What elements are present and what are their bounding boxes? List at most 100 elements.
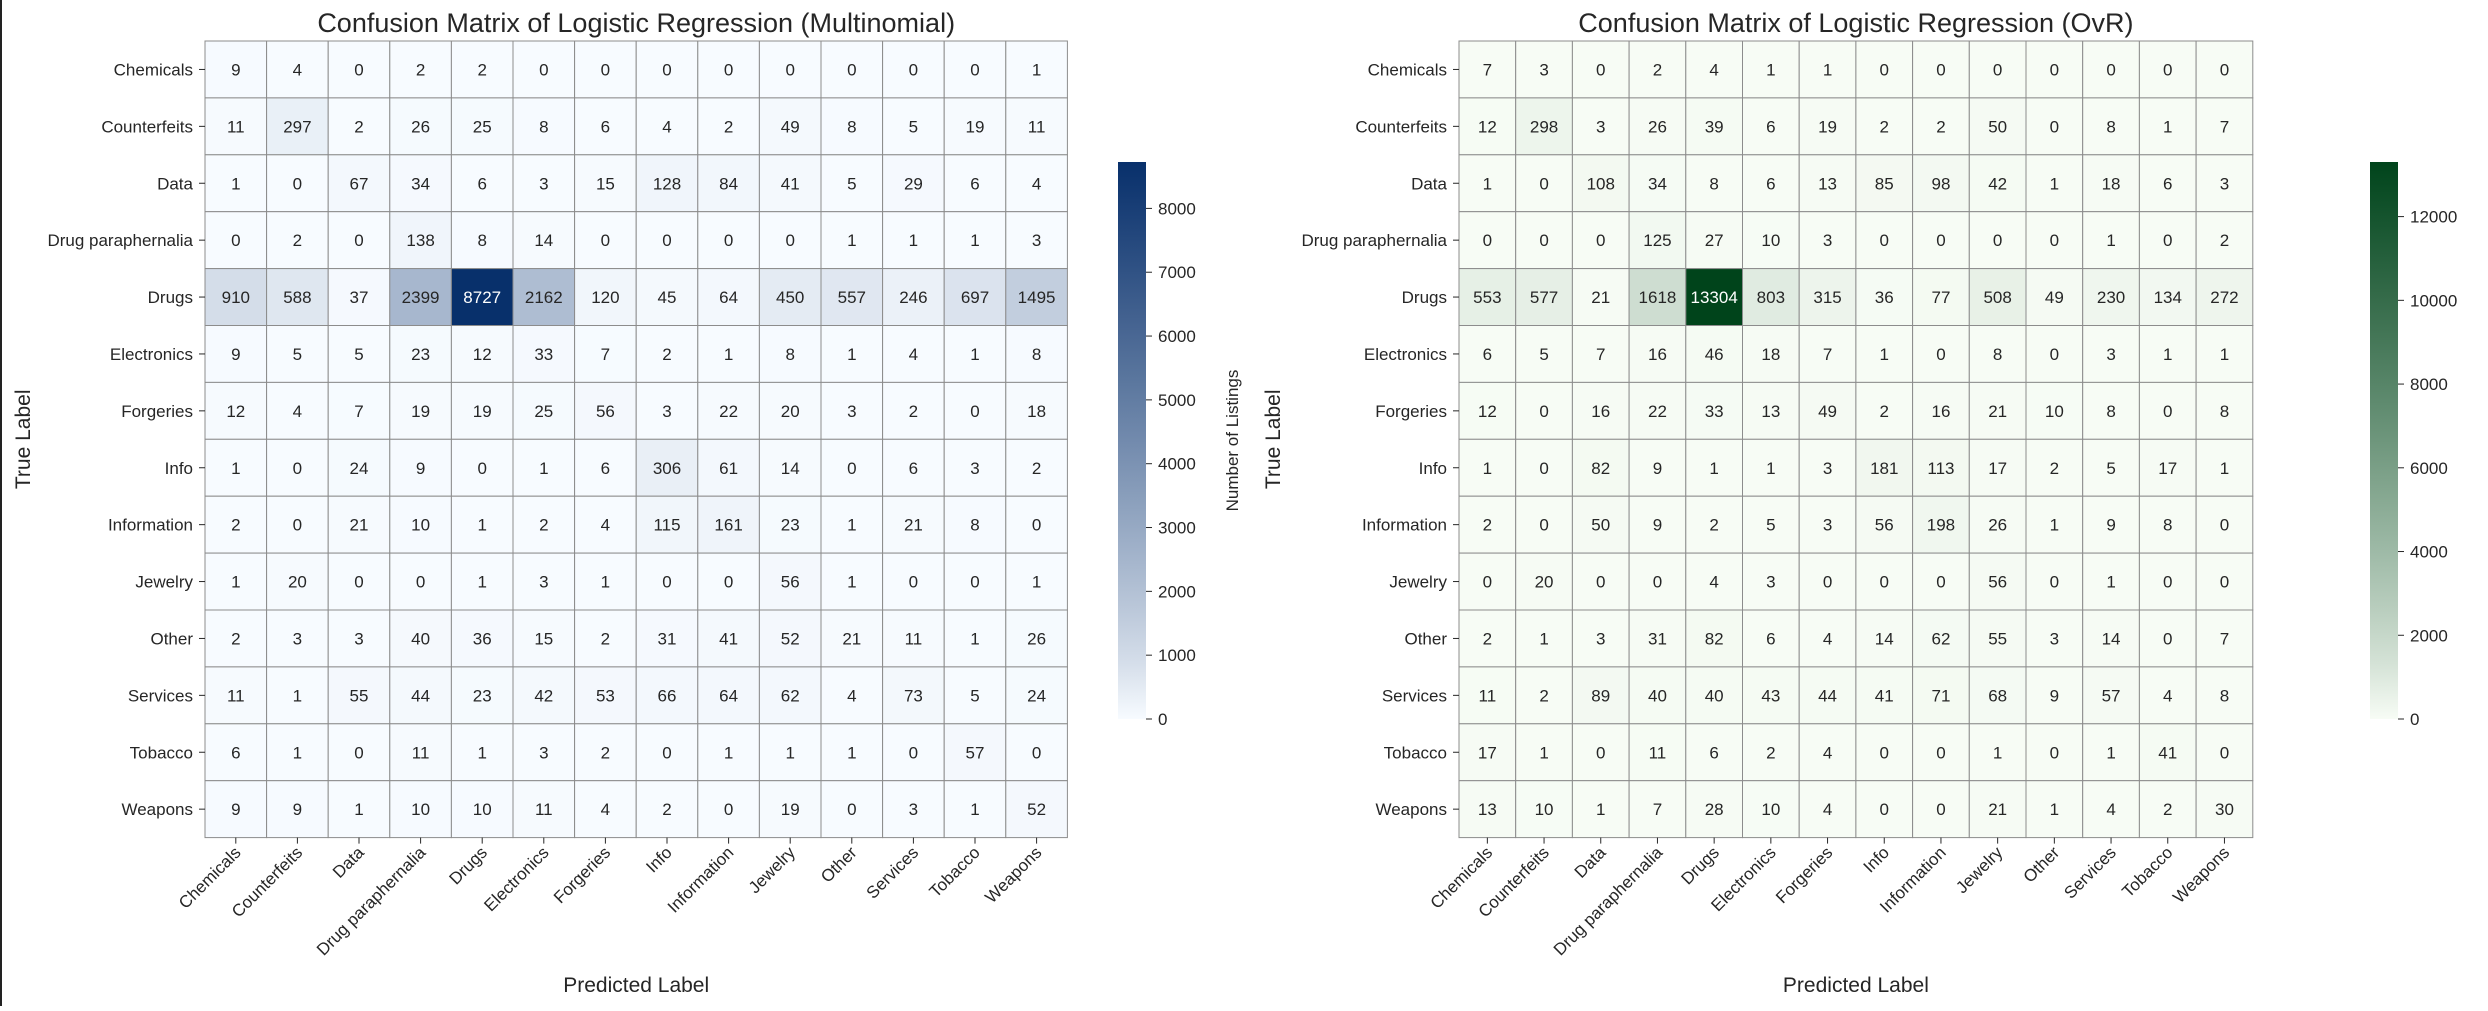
heatmap-cell <box>1742 268 1800 327</box>
y-tick-label: Drugs <box>1402 288 1447 307</box>
cell-value-label: 306 <box>653 459 681 478</box>
heatmap-cell <box>1005 381 1068 440</box>
cell-value-label: 2399 <box>402 288 440 307</box>
heatmap-cell <box>1912 381 1970 440</box>
cell-value-label: 56 <box>1988 573 2007 592</box>
heatmap-cell <box>943 780 1007 839</box>
figure-border <box>0 0 2 1006</box>
heatmap-cell <box>1515 268 1573 327</box>
cell-value-label: 7 <box>1823 345 1832 364</box>
heatmap-cell <box>635 723 699 782</box>
cell-value-label: 4 <box>2163 686 2172 705</box>
x-tick-label: Other <box>2020 843 2064 887</box>
heatmap-cell <box>512 495 576 554</box>
cell-value-label: 3 <box>1766 573 1775 592</box>
cell-value-label: 1 <box>231 174 240 193</box>
cell-value-label: 21 <box>1988 402 2007 421</box>
cell-value-label: 62 <box>1931 629 1950 648</box>
heatmap-cell <box>450 381 514 440</box>
heatmap-cell <box>697 211 760 270</box>
colorbar-tick-label: 8000 <box>2410 375 2448 394</box>
cell-value-label: 13 <box>1818 174 1837 193</box>
heatmap-cell <box>1855 268 1914 327</box>
cell-value-label: 31 <box>1648 629 1667 648</box>
cell-value-label: 13 <box>1761 402 1780 421</box>
heatmap-cell <box>1515 552 1573 611</box>
cell-value-label: 1 <box>2050 800 2059 819</box>
cell-value-label: 56 <box>1875 516 1894 535</box>
heatmap-cell <box>882 381 945 440</box>
cell-value-label: 1 <box>1483 459 1492 478</box>
cell-value-label: 12 <box>1478 117 1497 136</box>
cell-value-label: 1 <box>231 459 240 478</box>
heatmap-cell <box>697 552 760 611</box>
cell-value-label: 1 <box>1880 345 1889 364</box>
heatmap-cell <box>1912 495 1970 554</box>
cell-value-label: 108 <box>1587 174 1615 193</box>
cell-value-label: 5 <box>970 686 979 705</box>
heatmap-cell <box>2195 723 2254 782</box>
heatmap-cell <box>1798 666 1857 725</box>
heatmap-cell <box>204 780 268 839</box>
cell-value-label: 10 <box>473 800 492 819</box>
heatmap-cell <box>1968 381 2027 440</box>
cell-value-label: 0 <box>2163 573 2172 592</box>
cell-value-label: 82 <box>1591 459 1610 478</box>
cell-value-label: 21 <box>1591 288 1610 307</box>
cell-value-label: 1 <box>1766 459 1775 478</box>
colorbar-tick-label: 0 <box>1158 710 1167 729</box>
cell-value-label: 9 <box>416 459 425 478</box>
x-axis-label: Predicted Label <box>1783 974 1929 997</box>
heatmap-cell <box>2138 268 2197 327</box>
cell-value-label: 16 <box>1931 402 1950 421</box>
cell-value-label: 2 <box>1709 516 1718 535</box>
cell-value-label: 44 <box>1818 686 1837 705</box>
cell-value-label: 2 <box>2163 800 2172 819</box>
heatmap-cell <box>1685 609 1744 668</box>
cell-value-label: 27 <box>1705 231 1724 250</box>
cell-value-label: 22 <box>719 402 738 421</box>
heatmap-cell <box>758 438 822 497</box>
cell-value-label: 24 <box>1027 686 1046 705</box>
heatmap-cell <box>1458 609 1517 668</box>
cell-value-label: 11 <box>1479 686 1497 705</box>
cell-value-label: 0 <box>1936 800 1945 819</box>
y-tick-label: Data <box>157 174 193 193</box>
cell-value-label: 0 <box>354 231 363 250</box>
heatmap-cell <box>1005 40 1068 99</box>
cell-value-label: 20 <box>288 573 307 592</box>
heatmap-cell <box>820 268 884 327</box>
colorbar-tick-label: 12000 <box>2410 208 2457 227</box>
heatmap-cell <box>204 154 268 213</box>
colorbar-label: Number of Listings <box>2485 370 2488 512</box>
heatmap-cell <box>943 381 1007 440</box>
cell-value-label: 8 <box>477 231 486 250</box>
heatmap-cell <box>1912 438 1970 497</box>
heatmap-cell <box>574 780 637 839</box>
heatmap-cell <box>204 495 268 554</box>
heatmap-cell <box>1685 723 1744 782</box>
cell-value-label: 17 <box>2158 459 2177 478</box>
colorbar-tick-label: 2000 <box>2410 626 2448 645</box>
heatmap-cell <box>204 40 268 99</box>
cell-value-label: 7 <box>1483 60 1492 79</box>
heatmap-cell <box>1571 268 1630 327</box>
cell-value-label: 2 <box>1483 629 1492 648</box>
heatmap-cell <box>2025 154 2084 213</box>
cell-value-label: 0 <box>1880 60 1889 79</box>
heatmap-cell <box>574 381 637 440</box>
cell-value-label: 0 <box>1596 573 1605 592</box>
cell-value-label: 0 <box>2220 60 2229 79</box>
cell-value-label: 6 <box>970 174 979 193</box>
heatmap-cell <box>758 723 822 782</box>
x-tick-label: Jewelry <box>745 843 800 898</box>
cell-value-label: 1 <box>2106 231 2115 250</box>
heatmap-cell <box>1742 609 1800 668</box>
heatmap-cell <box>1968 780 2027 839</box>
cell-value-label: 0 <box>1483 231 1492 250</box>
x-tick-label: Drug paraphernalia <box>1550 843 1667 960</box>
heatmap-cell <box>1798 609 1857 668</box>
heatmap-cell <box>1571 40 1630 99</box>
cell-value-label: 1 <box>1993 743 2002 762</box>
